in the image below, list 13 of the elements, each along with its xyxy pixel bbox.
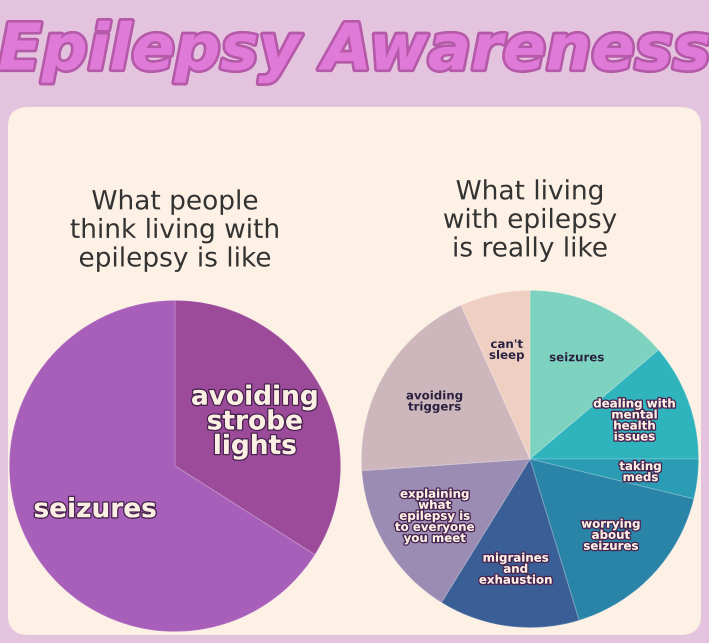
slice-label: dealing with mental health issues xyxy=(594,398,675,441)
slice-label: explaining what epilepsy is to everyone you meet xyxy=(395,488,474,544)
slice-label: worrying about seizures xyxy=(582,518,640,550)
text: Epilepsy Awareness xyxy=(0,20,709,84)
chart-title: What people think living with epilepsy is like xyxy=(70,189,278,272)
slice-label: can't sleep xyxy=(490,339,524,362)
chart-title: What living with epilepsy is really like xyxy=(444,179,616,262)
slice-label: migraines and exhaustion xyxy=(479,552,552,584)
slice-label: taking meds xyxy=(619,461,661,482)
slice-label: avoiding strobe lights xyxy=(192,384,317,460)
slice-label: seizures xyxy=(34,497,156,518)
slice-label: avoiding triggers xyxy=(406,390,462,414)
slice-label: seizures xyxy=(550,352,604,362)
